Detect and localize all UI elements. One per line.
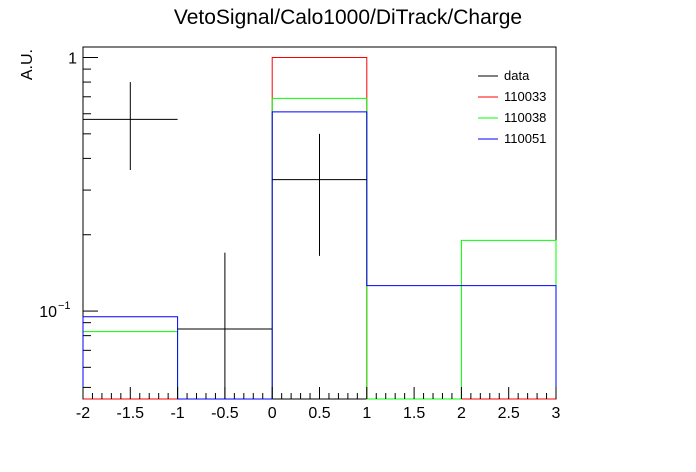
series-110051-line — [82, 111, 557, 400]
x-tick-label: 1 — [362, 405, 371, 422]
y-tick-label-0.1-exponent: −1 — [58, 300, 71, 312]
y-axis: 1 10 −1 — [39, 50, 98, 388]
x-tick-label: -2 — [76, 405, 90, 422]
x-tick-label: -1.5 — [117, 405, 145, 422]
x-tick-label: -0.5 — [211, 405, 239, 422]
x-tick-label: 1.5 — [403, 405, 425, 422]
y-tick-label-0.1: 10 — [39, 304, 57, 321]
y-tick-label-1: 1 — [68, 50, 77, 67]
x-tick-label: -1 — [170, 405, 184, 422]
x-tick-label: 0.5 — [308, 405, 330, 422]
legend: data 110033 110038 110051 — [478, 68, 546, 146]
legend-label-data: data — [504, 68, 530, 83]
x-tick-label: 2.5 — [498, 405, 520, 422]
chart-title: VetoSignal/Calo1000/DiTrack/Charge — [174, 6, 522, 29]
x-tick-label: 2 — [457, 405, 466, 422]
legend-label-110038: 110038 — [504, 110, 546, 125]
series-110038-line — [82, 97, 557, 400]
x-tick-label: 0 — [268, 405, 277, 422]
legend-label-110033: 110033 — [504, 89, 546, 104]
legend-label-110051: 110051 — [504, 131, 546, 146]
series-layer — [82, 56, 557, 400]
y-axis-label: A.U. — [19, 49, 36, 80]
x-tick-label: 3 — [552, 405, 561, 422]
x-axis: -2 -1.5 -1 -0.5 0 0.5 1 1.5 2 2.5 3 — [76, 387, 561, 422]
